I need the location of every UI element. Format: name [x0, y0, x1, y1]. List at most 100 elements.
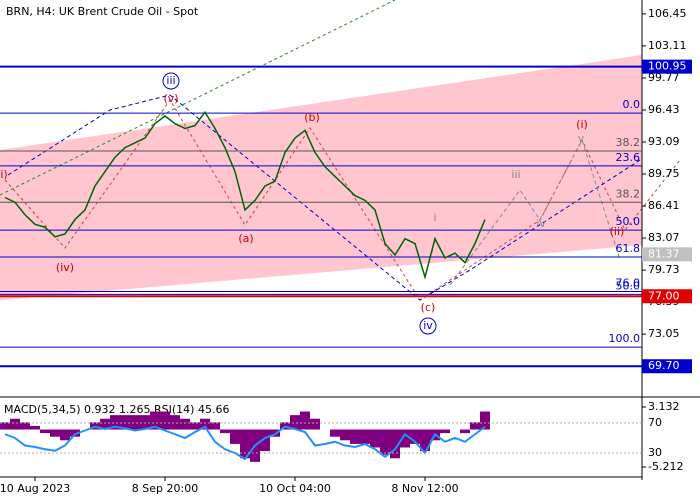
- price-line: [4, 110, 486, 280]
- price-box: [642, 289, 692, 304]
- macd-bar: [170, 415, 180, 430]
- macd-bar: [420, 429, 430, 452]
- macd-bar: [110, 415, 120, 430]
- macd-bar: [290, 415, 300, 430]
- macd-bar: [210, 422, 220, 430]
- macd-bar: [230, 429, 240, 444]
- wave-label: i): [0, 168, 7, 181]
- macd-tick-label: 3.132: [648, 400, 680, 413]
- macd-bar: [480, 411, 490, 430]
- wave-label: iv: [536, 217, 546, 230]
- y-tick-label: 89.75: [648, 167, 680, 180]
- macd-bar: [160, 411, 170, 430]
- macd-bar: [70, 429, 80, 437]
- macd-bar: [130, 415, 140, 430]
- macd-bar: [220, 429, 230, 434]
- macd-bar: [440, 429, 450, 434]
- macd-bar: [470, 422, 480, 430]
- x-tick-label: 8 Nov 12:00: [391, 482, 458, 495]
- macd-bar: [30, 425, 40, 430]
- wave-path: [4, 99, 681, 301]
- indicator-title: MACD(5,34,5) 0.932 1.265 RSI(14) 45.66: [4, 403, 229, 416]
- price-level-label: 77.00: [648, 289, 680, 302]
- wave-label: iii: [511, 168, 520, 181]
- macd-bar: [200, 418, 210, 430]
- rsi-tick-label: 70: [648, 416, 662, 429]
- macd-bar: [300, 411, 310, 430]
- x-tick-label: 10 Aug 2023: [0, 482, 70, 495]
- macd-bar: [100, 418, 110, 430]
- wave-label: (b): [304, 111, 320, 124]
- macd-bar: [310, 418, 320, 430]
- macd-bar: [360, 429, 370, 444]
- macd-bar: [60, 429, 70, 441]
- wave-label: (iv): [56, 261, 74, 274]
- price-box: [642, 359, 692, 374]
- wave-label: v: [578, 132, 585, 145]
- macd-bar: [0, 422, 10, 430]
- fib-label: 23.6: [616, 151, 641, 164]
- chart-title: BRN, H4: UK Brent Crude Oil - Spot: [6, 5, 199, 18]
- macd-bar: [140, 415, 150, 430]
- wave-label: (c): [421, 301, 436, 314]
- price-box: [642, 59, 692, 74]
- wave-label: iv: [423, 319, 433, 332]
- y-tick-label: 96.43: [648, 103, 680, 116]
- fib-label: 50.0: [616, 279, 641, 292]
- trend-line: [0, 0, 396, 196]
- y-tick-label: 103.11: [648, 39, 687, 52]
- projection: [449, 138, 621, 286]
- fib-label: 0.0: [623, 98, 641, 111]
- macd-tick-label: -5.212: [648, 460, 683, 473]
- y-tick-label: 106.45: [648, 7, 687, 20]
- wave-label: i: [433, 211, 436, 224]
- y-tick-label: 79.73: [648, 263, 680, 276]
- current-price-box: [642, 247, 692, 262]
- x-tick-label: 10 Oct 04:00: [259, 482, 331, 495]
- fib-label: 61.8: [616, 242, 641, 255]
- rsi-line: [4, 425, 486, 461]
- price-level-label: 100.95: [648, 60, 687, 73]
- macd-bar: [260, 429, 270, 452]
- macd-bar: [410, 429, 420, 444]
- macd-bar: [180, 418, 190, 430]
- macd-bar: [190, 422, 200, 430]
- macd-bar: [390, 429, 400, 459]
- y-tick-label: 86.41: [648, 199, 680, 212]
- wave-path: [7, 94, 641, 301]
- wave-circle: [162, 72, 180, 90]
- fib-label: 100.0: [609, 332, 641, 345]
- macd-bar: [20, 422, 30, 430]
- macd-bar: [330, 429, 340, 437]
- fib-label: 76.0: [616, 276, 641, 289]
- macd-bar: [350, 429, 360, 444]
- wave-label: (ii): [610, 225, 625, 238]
- rsi-tick-label: 30: [648, 446, 662, 459]
- y-tick-label: 99.77: [648, 71, 680, 84]
- wave-label: (a): [238, 232, 253, 245]
- macd-bar: [370, 429, 380, 448]
- y-tick-label: 83.07: [648, 231, 680, 244]
- wave-circle: [419, 317, 437, 335]
- macd-bar: [460, 429, 470, 434]
- channel: [0, 55, 642, 300]
- macd-bar: [150, 411, 160, 430]
- macd-bar: [340, 429, 350, 441]
- macd-bar: [50, 429, 60, 437]
- macd-bar: [380, 429, 390, 455]
- y-tick-label: 93.09: [648, 135, 680, 148]
- macd-bar: [10, 418, 20, 430]
- x-tick-label: 8 Sep 20:00: [132, 482, 198, 495]
- wave-label: (i): [576, 118, 588, 131]
- macd-bar: [400, 429, 410, 448]
- macd-bar: [120, 415, 130, 430]
- macd-bar: [240, 429, 250, 459]
- price-level-label: 69.70: [648, 359, 680, 372]
- fib-label: 38.2: [616, 187, 641, 200]
- y-tick-label: 73.05: [648, 327, 680, 340]
- fib-label: 38.2: [616, 136, 641, 149]
- current-price-label: 81.37: [648, 247, 680, 260]
- wave-label: (v): [163, 92, 178, 105]
- wave-label: iii: [166, 74, 175, 87]
